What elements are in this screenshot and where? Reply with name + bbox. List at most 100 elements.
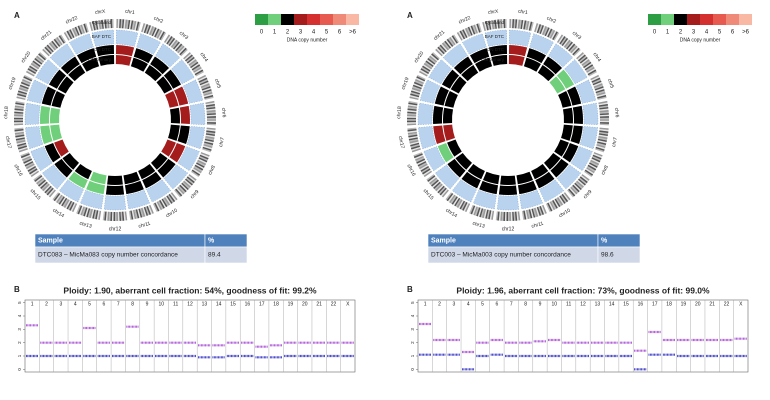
baf-track — [163, 164, 189, 190]
cytoband-band — [104, 19, 107, 29]
cytoband-band — [584, 64, 594, 71]
cytoband-band — [427, 175, 436, 182]
cytoband-band — [528, 209, 533, 219]
cytoband-band — [204, 141, 214, 146]
cytoband-band — [205, 133, 215, 137]
cn-primary-segment — [98, 55, 115, 66]
cytoband-band — [191, 169, 201, 176]
chromosome-label: chr19 — [8, 77, 18, 91]
cytoband-band — [30, 63, 40, 70]
cytoband-band — [206, 127, 216, 130]
x-category-label: 5 — [481, 301, 484, 307]
cn-primary-segment — [455, 152, 473, 170]
cytoband-band — [83, 23, 88, 33]
cytoband-band — [568, 43, 576, 52]
cytoband-band — [194, 69, 204, 76]
cytoband-band — [198, 157, 208, 163]
cytoband-band — [116, 19, 119, 29]
x-category-label: 10 — [159, 301, 165, 307]
cytoband-band — [24, 161, 34, 167]
cytoband-band — [202, 146, 212, 151]
cytoband-band — [66, 200, 73, 210]
cn-dtc-segment — [105, 185, 125, 195]
cytoband-band — [415, 156, 424, 161]
cn-primary-segment — [51, 90, 65, 108]
cn-dtc-segment — [157, 158, 176, 178]
cytoband-band — [206, 106, 216, 110]
cytoband-band — [206, 113, 216, 116]
cytoband-band — [586, 167, 595, 174]
baf-track — [423, 146, 446, 172]
cytoband-band — [188, 174, 197, 181]
legend-swatch — [739, 14, 752, 25]
cytoband-band — [514, 19, 518, 29]
cytoband-band — [121, 211, 125, 221]
cn-primary-segment — [537, 64, 555, 82]
cytoband-band — [583, 61, 592, 69]
cytoband-band — [44, 46, 52, 55]
chromosome-label: chr19 — [401, 77, 411, 91]
cytoband-band — [26, 163, 35, 170]
cytoband-band — [17, 90, 27, 95]
table-cell: DTC083 – MicMa083 copy number concordanc… — [38, 252, 178, 259]
cn-primary-segment — [443, 107, 454, 124]
chromosome-label: chr6 — [613, 108, 620, 118]
x-category-label: 17 — [652, 301, 658, 307]
cytoband-band — [407, 114, 417, 117]
chromosome-label: chr20 — [413, 50, 425, 64]
cytoband-band — [589, 162, 598, 168]
x-category-label: 14 — [609, 301, 615, 307]
cytoband-band — [410, 145, 421, 150]
cytoband-band — [44, 185, 52, 194]
cytoband-band — [58, 35, 65, 44]
cn-primary-segment — [543, 152, 561, 170]
cytoband-band — [205, 100, 215, 105]
x-category-label: 15 — [623, 301, 629, 307]
cytoband-band — [413, 153, 423, 159]
legend-swatch — [661, 14, 674, 25]
cytoband-band — [188, 59, 197, 66]
table-cell: 89.4 — [208, 252, 221, 259]
cytoband-band — [596, 92, 606, 96]
cytoband-band — [15, 137, 25, 141]
baf-track — [26, 79, 48, 104]
cytoband-band — [470, 205, 476, 215]
cytoband-band — [61, 197, 68, 207]
x-category-label: 21 — [709, 301, 715, 307]
cn-primary-segment — [562, 107, 573, 124]
cytoband-band — [456, 32, 463, 41]
legend-swatch — [255, 14, 268, 25]
cytoband-band — [63, 32, 70, 41]
cytoband-band — [15, 102, 25, 106]
cytoband-band — [462, 202, 468, 211]
cn-primary-segment — [82, 57, 100, 72]
chromosome-label: chr15 — [422, 188, 435, 201]
cytoband-band — [407, 129, 417, 132]
legend-swatch — [307, 14, 320, 25]
cytoband-band — [563, 39, 571, 48]
cytoband-band — [166, 195, 173, 204]
baf-track — [419, 79, 441, 104]
baf-track — [30, 146, 53, 172]
cytoband-band — [146, 25, 151, 35]
cytoband-band — [77, 205, 83, 215]
cytoband-band — [203, 92, 213, 96]
chromosome-label: chr16 — [405, 163, 416, 177]
cytoband-band — [595, 146, 605, 151]
x-category-label: 6 — [496, 301, 499, 307]
cytoband-band — [206, 110, 216, 113]
chromosome-label: chr17 — [397, 136, 405, 150]
ring-label: CN primary — [88, 57, 112, 62]
cytoband-band — [599, 119, 609, 121]
cytoband-band — [559, 36, 566, 45]
cn-dtc-segment — [76, 48, 97, 64]
cytoband-band — [488, 210, 492, 220]
legend-label: 4 — [312, 30, 316, 36]
cn-dtc-segment — [447, 158, 466, 178]
cytoband-band — [34, 58, 43, 65]
cytoband-band — [586, 66, 595, 73]
cytoband-band — [425, 60, 434, 67]
cytoband-band — [14, 131, 24, 135]
y-tick-label: 0 — [17, 368, 22, 371]
x-category-label: 15 — [230, 301, 236, 307]
